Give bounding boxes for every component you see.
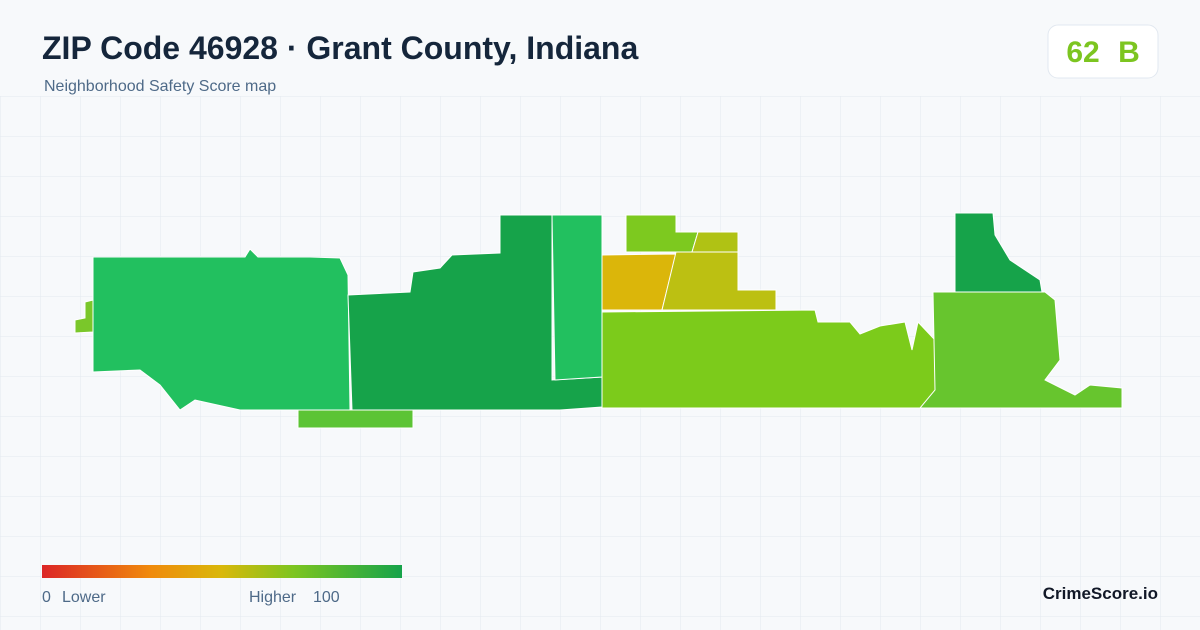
region (297, 409, 414, 429)
region (601, 309, 936, 409)
score-value: 62 (1066, 36, 1099, 69)
subtitle: Neighborhood Safety Score map (44, 78, 276, 95)
score-badge (1047, 24, 1159, 79)
brand: CrimeScore.io (1043, 584, 1158, 603)
region (918, 291, 1123, 409)
region (74, 299, 94, 334)
region (551, 214, 603, 381)
title: ZIP Code 46928 · Grant County, Indiana (42, 30, 638, 66)
legend-max-label: Higher (249, 589, 297, 606)
region (691, 231, 739, 253)
legend-min: 0 (42, 589, 51, 606)
legend-bar (42, 565, 402, 578)
score-grade: B (1118, 36, 1140, 69)
region (347, 214, 603, 411)
map-regions (74, 212, 1123, 429)
legend-max: 100 (313, 589, 340, 606)
legend-min-label: Lower (62, 589, 106, 606)
